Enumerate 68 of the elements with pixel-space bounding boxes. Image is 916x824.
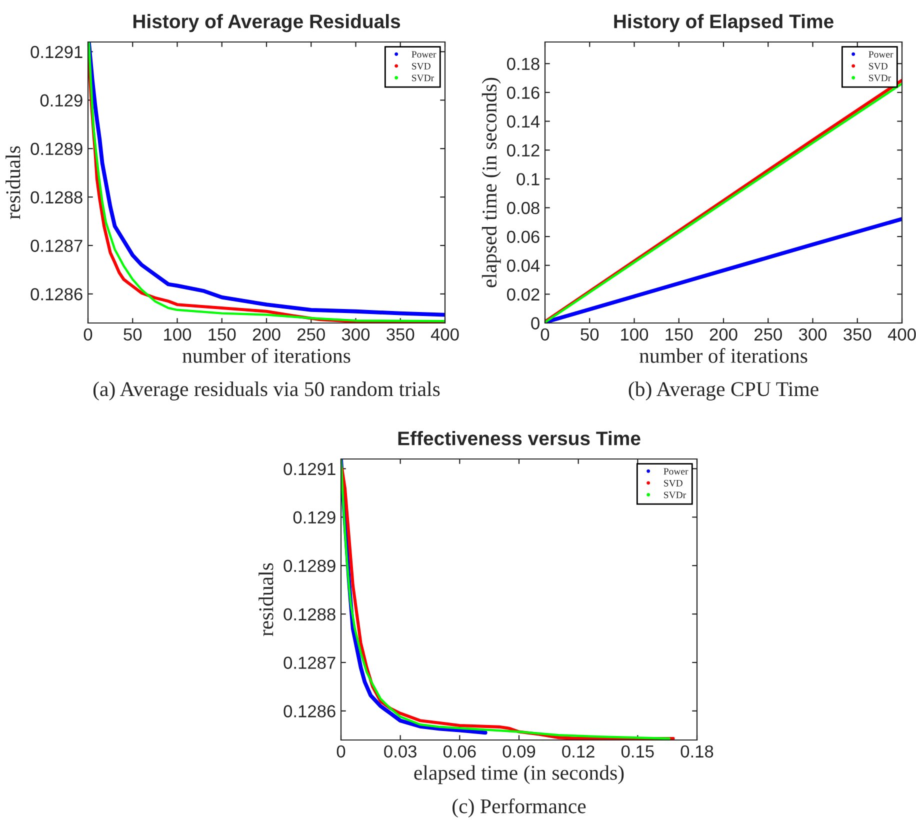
x-tick-label: 0.09: [502, 745, 536, 758]
x-tick-label: 0: [336, 745, 346, 758]
x-axis-title: number of iterations: [182, 348, 350, 363]
y-tick-label: 0.18: [507, 58, 540, 70]
y-tick-label: 0.06: [507, 230, 540, 243]
y-tick-label: 0.08: [507, 202, 540, 214]
x-tick-label: 0: [540, 328, 550, 341]
legend-label: SVDr: [412, 74, 434, 82]
text: (b) Average CPU Time: [628, 382, 818, 400]
y-axis-title: residuals: [258, 563, 274, 636]
y-tick-label: 0.1291: [284, 462, 336, 476]
legend-label: SVD: [869, 62, 888, 70]
y-axis-title: elapsed time (in seconds): [482, 78, 501, 288]
y-tick-label: 0.1289: [30, 142, 82, 156]
legend-label: SVDr: [869, 74, 892, 82]
x-tick-label: 0.03: [384, 745, 416, 758]
x-axis-title: elapsed time (in seconds): [414, 765, 624, 784]
y-tick-label: 0.1288: [284, 608, 336, 620]
x-tick-label: 350: [386, 328, 414, 341]
text: (a) Average residuals via 50 random trials: [93, 382, 440, 400]
x-tick-label: 150: [208, 328, 236, 341]
x-tick-label: 300: [798, 328, 827, 341]
x-tick-label: 200: [710, 328, 738, 341]
x-tick-label: 0.15: [621, 745, 654, 758]
legend-label: Power: [664, 468, 688, 475]
y-tick-label: 0.1286: [284, 705, 336, 718]
legend-label: SVDr: [664, 492, 686, 498]
x-tick-label: 50: [580, 328, 599, 341]
x-tick-label: 0: [84, 328, 92, 341]
x-tick-label: 200: [252, 328, 280, 341]
y-axis-title: residuals: [6, 146, 20, 220]
text: (c) Performance: [452, 798, 586, 818]
x-tick-label: 400: [430, 328, 459, 341]
x-tick-label: 350: [844, 328, 872, 341]
y-tick-label: 0.14: [507, 115, 540, 128]
y-tick-label: 0.04: [507, 260, 540, 272]
y-tick-label: 0.129: [293, 511, 336, 524]
x-tick-label: 100: [621, 328, 648, 341]
y-tick-label: 0.16: [507, 86, 540, 99]
y-tick-label: 0.1286: [30, 288, 82, 300]
x-tick-label: 50: [124, 328, 142, 341]
chart-title: History of Average Residuals: [133, 14, 400, 32]
x-tick-label: 0.12: [562, 745, 594, 758]
x-tick-label: 0.18: [680, 745, 714, 758]
x-tick-label: 250: [754, 328, 782, 341]
legend-label: SVD: [412, 62, 430, 70]
x-tick-label: 0.06: [443, 745, 476, 758]
y-tick-label: 0.1291: [30, 46, 82, 58]
y-tick-label: 0.1288: [30, 191, 82, 204]
y-tick-label: 0.1289: [284, 560, 336, 572]
x-tick-label: 100: [164, 328, 192, 341]
y-tick-label: 0.12: [507, 144, 540, 157]
x-tick-label: 300: [342, 328, 370, 341]
y-tick-label: 0.129: [40, 94, 82, 107]
x-axis-title: number of iterations: [640, 348, 808, 363]
chart-title: History of Elapsed Time: [614, 14, 834, 32]
chart-title: Effectiveness versus Time: [398, 431, 640, 446]
y-tick-label: 0.1287: [30, 240, 82, 252]
y-tick-label: 0.1287: [284, 656, 336, 669]
legend-label: SVD: [664, 480, 682, 486]
y-tick-label: 0.1: [516, 173, 540, 186]
legend-label: Power: [412, 51, 436, 58]
y-tick-label: 0.02: [507, 288, 540, 301]
x-tick-label: 150: [666, 328, 693, 341]
y-tick-label: 0: [531, 317, 540, 330]
x-tick-label: 250: [298, 328, 325, 341]
x-tick-label: 400: [888, 328, 916, 341]
legend-label: Power: [868, 51, 894, 58]
